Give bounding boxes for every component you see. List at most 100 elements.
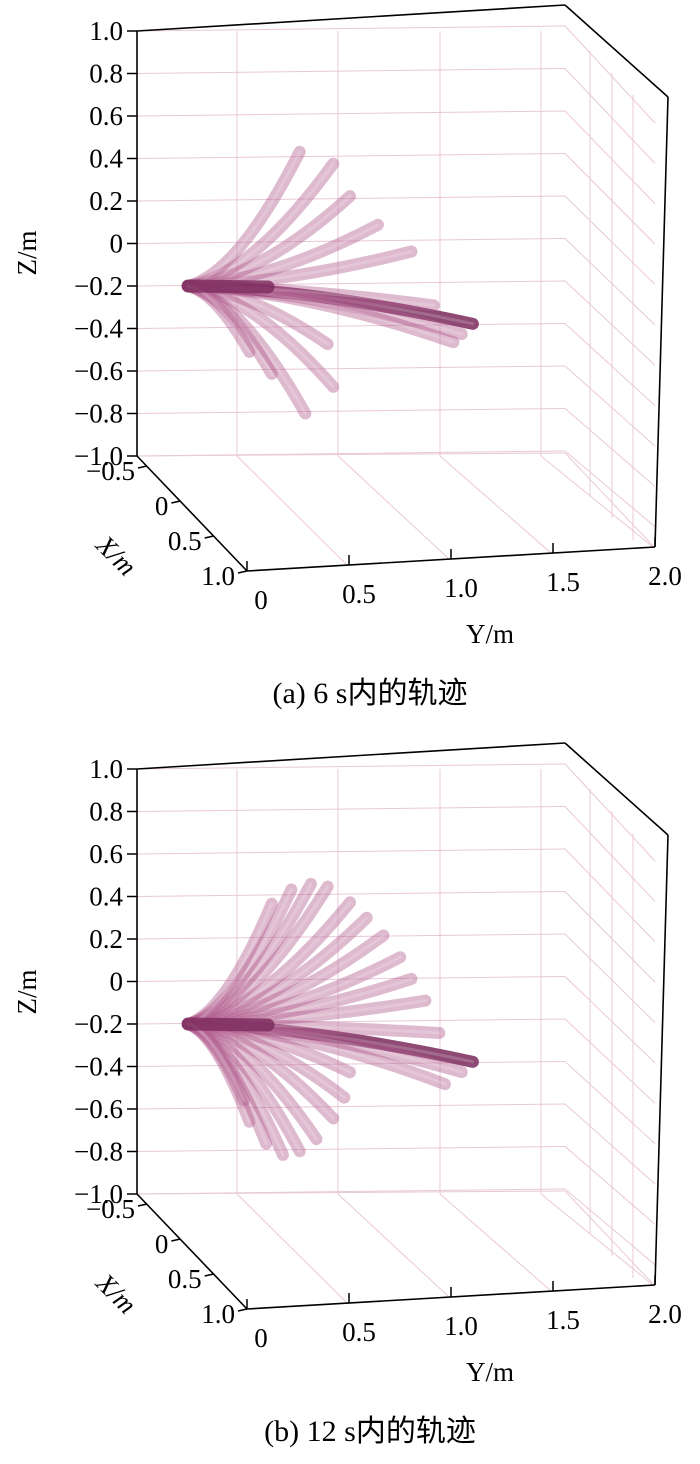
panel-b-caption: (b) 12 s内的轨迹 (264, 1415, 476, 1448)
panel-b-trajectory-tubes (181, 877, 479, 1161)
panel-b-grid-side-line (564, 1018, 656, 1104)
panel-a-grid-side-line (564, 280, 656, 366)
panel-a-x-tick-label: 0.5 (168, 526, 202, 556)
panel-a-grid-side-line (564, 365, 656, 447)
panel-a-z-tick-label: 1.0 (89, 16, 123, 46)
panel-b-grid-z-line (136, 976, 566, 982)
panel-b-grid-side-line (564, 1103, 656, 1185)
panel-a-z-tick-label: 0.8 (89, 59, 123, 89)
panel-b-grid-floor-line (236, 1193, 348, 1304)
panel-b-y-tick-label: 1.0 (444, 1311, 478, 1341)
panel-b-grid-side-line (564, 848, 656, 943)
panel-a-grid-floor-line (439, 455, 552, 554)
panel-b-z-tick-label: 0.8 (89, 797, 123, 827)
panel-a-z-tick-label: −0.4 (74, 314, 123, 344)
panel-a-y-tick-label: 1.5 (546, 567, 580, 597)
panel-a-y-tick-label: 0.5 (342, 579, 376, 609)
panel-a-x-tick-mark (137, 465, 148, 469)
panel-a-y-ticks: 0 0.5 1.0 1.5 2.0 (246, 537, 682, 615)
panel-b-z-tick-label: 1.0 (89, 754, 123, 784)
panel-b-grid-z-line (136, 1061, 566, 1067)
panel-a-grid-z-line (136, 110, 566, 117)
panel-b-x-tick-mark (171, 1238, 181, 1242)
panel-b-z-tick-label: 0.4 (89, 882, 123, 912)
panel-b-right-edge (654, 834, 669, 1286)
panel-a-grid-floor-back (136, 452, 566, 457)
panel-b-grid-floor-back (136, 1190, 566, 1195)
panel-a-x-tick-mark (237, 570, 248, 574)
panel-b-grid-z-line (136, 891, 566, 897)
panel-b-grid-z-line (136, 848, 566, 855)
panel-a-y-tick-label: 1.0 (444, 573, 478, 603)
panel-b-trajectory-root (181, 1017, 275, 1032)
panel-b-grid-z-line (136, 1146, 566, 1152)
panel-a-grid-z-line (136, 408, 566, 414)
panel-a-grid-side-line (564, 153, 656, 245)
panel-a-grid-side-line (564, 408, 656, 487)
panel-a-grid-side-line (564, 323, 656, 406)
panel-a-top-right-edge (564, 4, 669, 98)
panel-a-grid-floor-line (337, 455, 450, 560)
panel-b-grid-side-line (564, 976, 656, 1064)
panel-a-grid-side-line (564, 238, 656, 326)
panel-a-z-tick-label: 0.2 (89, 186, 123, 216)
panel-b-x-axis-line (136, 1193, 248, 1310)
panel-b-z-tick-label: −0.4 (74, 1052, 123, 1082)
panel-a-z-ticks: 1.0 0.8 0.6 0.4 0.2 0 −0.2 −0.4 −0.6 −0.8 −1.0 (74, 16, 137, 471)
panel-b-z-tick-label: 0.2 (89, 924, 123, 954)
panel-a-z-tick-label: −0.6 (74, 356, 123, 386)
panel-b-y-axis-label: Y/m (466, 1357, 514, 1387)
panel-a-grid-side-line (564, 195, 656, 285)
panel-b-z-ticks: 1.0 0.8 0.6 0.4 0.2 0 −0.2 −0.4 −0.6 −0.8 −1.0 (74, 754, 137, 1209)
panel-b-y-tick-label: 1.5 (546, 1305, 580, 1335)
panel-b-grid-z-line (136, 933, 566, 940)
panel-b-z-tick-label: 0 (110, 967, 124, 997)
panel-a-trajectory-tubes (181, 145, 479, 420)
panel-b-z-tick-label: −1.0 (74, 1179, 123, 1209)
panel-a-grid-side-line (564, 25, 656, 124)
panel-b-grid-z-line (136, 806, 566, 812)
panel-b-x-ticks: −0.5 0 0.5 1.0 (86, 1194, 248, 1329)
panel-a-grid-z-line (136, 323, 566, 329)
panel-a-x-tick-mark (171, 500, 181, 504)
panel-a-x-axis-label: X/m (90, 529, 143, 582)
panel-b-y-tick-label: 0 (254, 1323, 268, 1353)
panel-b-x-tick-mark (237, 1308, 248, 1312)
panel-b-y-tick-label: 0.5 (342, 1317, 376, 1347)
panel-b-grid-side-line (564, 1061, 656, 1144)
panel-b-x-tick-label: 0 (155, 1229, 169, 1259)
panel-a-grid-z-line (136, 238, 566, 244)
panel-a-grid-floor-line (540, 455, 654, 548)
panel-b-grid (136, 763, 656, 1304)
panel-b-grid-side-line (564, 806, 656, 902)
panel-a-z-axis-label: Z/m (12, 231, 42, 276)
panel-b-grid-side-line (564, 1146, 656, 1225)
panel-a-x-tick-label: 0 (155, 491, 169, 521)
panel-a-z-tick-label: 0.4 (89, 144, 123, 174)
panel-a-plot: 1.0 0.8 0.6 0.4 0.2 0 −0.2 −0.4 −0.6 −0.8 −1.0 −0.… (12, 4, 682, 710)
panel-b-z-tick-label: −0.6 (74, 1094, 123, 1124)
panel-a-z-tick-label: 0 (110, 229, 124, 259)
panel-a-trajectory-root (181, 279, 275, 294)
panel-a-y-axis-label: Y/m (466, 619, 514, 649)
panel-b-x-tick-label: 1.0 (201, 1299, 235, 1329)
panel-b-z-axis-label: Z/m (12, 970, 42, 1015)
panel-a-grid-z-line (136, 153, 566, 159)
panel-a-x-tick-label: 1.0 (201, 561, 235, 591)
panel-b-grid-z-line (136, 763, 566, 770)
panel-a-z-tick-label: −1.0 (74, 441, 123, 471)
panel-a-caption: (a) 6 s内的轨迹 (273, 677, 468, 710)
panel-b-top-edge (136, 742, 566, 770)
panel-a-z-tick-label: −0.8 (74, 399, 123, 429)
panel-a-grid-z-line (136, 68, 566, 74)
panel-b-y-ticks: 0 0.5 1.0 1.5 2.0 (246, 1275, 682, 1353)
panel-a-grid-z-line (136, 195, 566, 202)
panel-a-z-tick-label: −0.2 (74, 271, 123, 301)
panel-a-grid-side-line (564, 68, 656, 164)
panel-b-x-tick-mark (137, 1203, 148, 1207)
panel-a-right-edge (654, 96, 669, 548)
panel-a-y-tick-label: 0 (254, 585, 268, 615)
panel-b-y-tick-label: 2.0 (648, 1299, 682, 1329)
panel-b-z-tick-label: 0.6 (89, 839, 123, 869)
